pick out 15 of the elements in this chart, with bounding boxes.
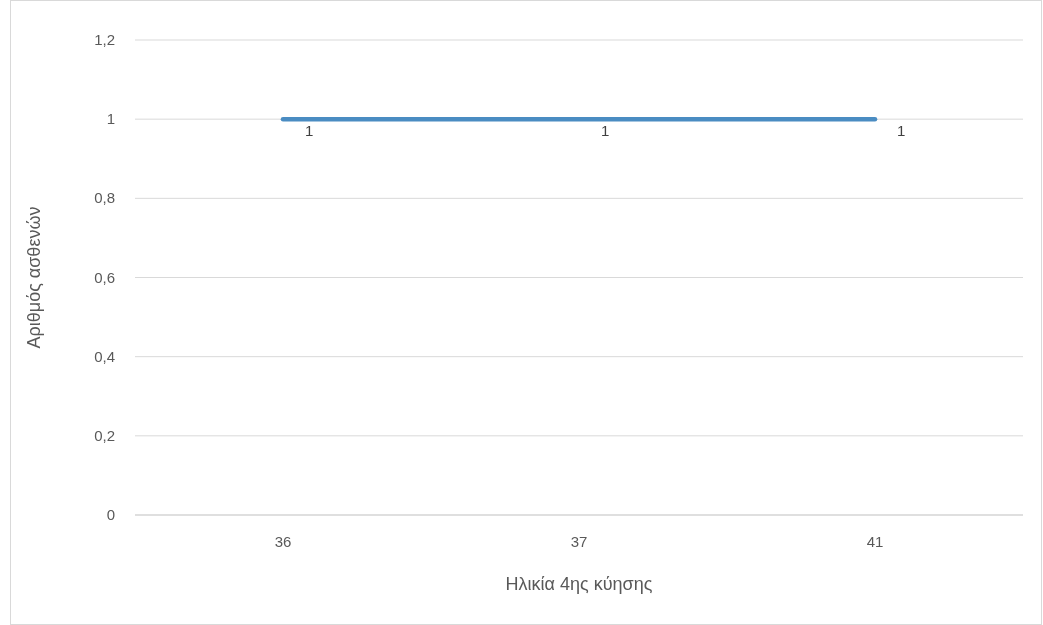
y-tick-label: 1,2 <box>94 31 115 48</box>
x-tick-label: 37 <box>570 533 588 550</box>
y-tick-label: 0 <box>106 506 115 523</box>
y-tick-label: 0,8 <box>94 189 115 207</box>
y-axis-title: Αριθμός ασθενών <box>24 206 44 349</box>
y-tick-label: 1 <box>106 110 115 128</box>
x-tick-label: 41 <box>866 533 884 550</box>
data-label: 1 <box>305 122 314 140</box>
data-label: 1 <box>897 122 906 140</box>
x-axis-title: Ηλικία 4ης κύησης <box>505 574 653 594</box>
y-tick-label: 0,2 <box>94 426 115 444</box>
data-label: 1 <box>601 122 610 140</box>
y-tick-label: 0,4 <box>94 347 115 365</box>
y-tick-label: 0,6 <box>94 268 115 286</box>
x-tick-label: 36 <box>274 533 292 550</box>
